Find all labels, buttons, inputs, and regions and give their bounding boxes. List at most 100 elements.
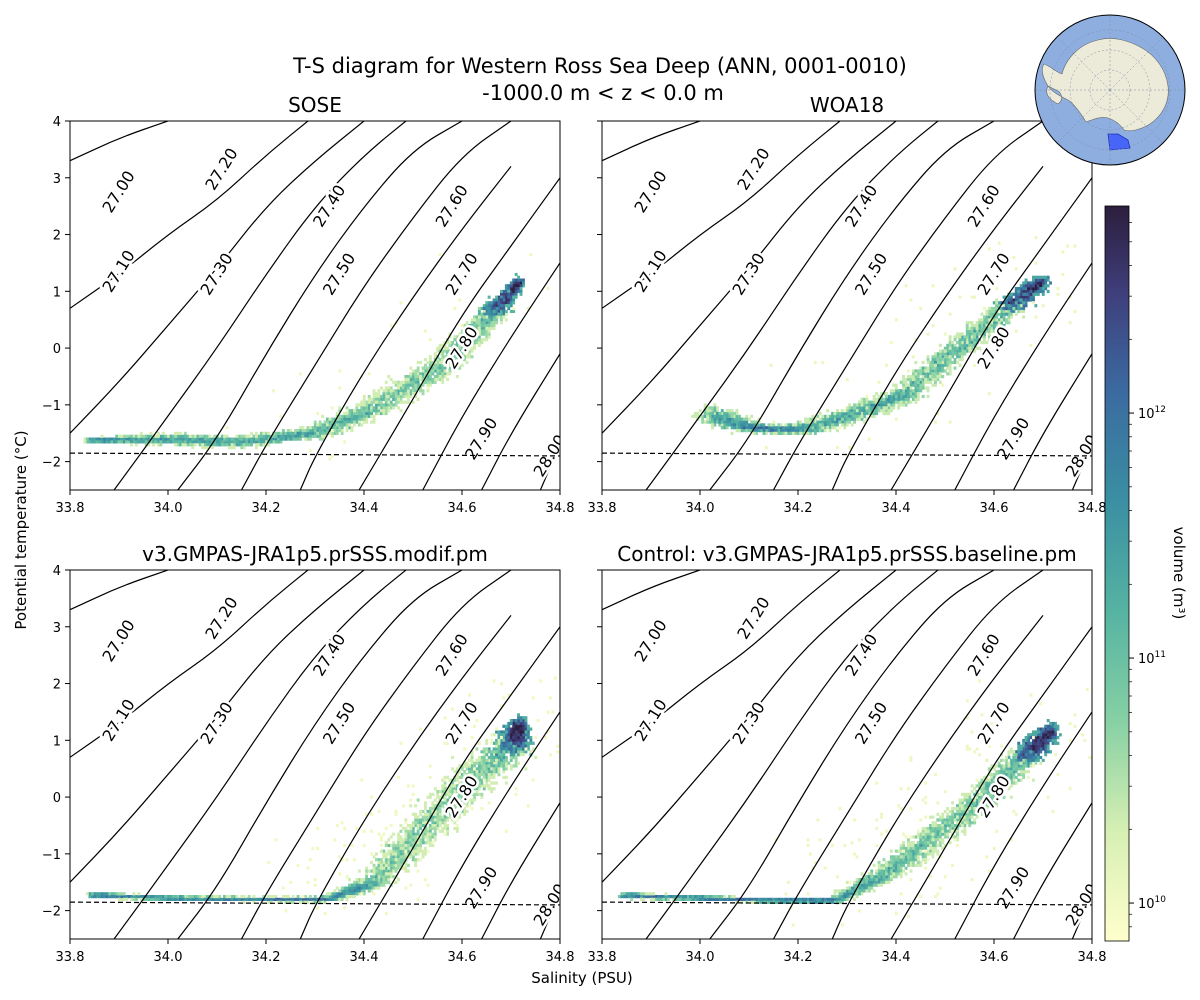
heatmap-cell [377,886,381,890]
heatmap-cell [1019,306,1023,311]
heatmap-cell [777,431,781,435]
heatmap-cell [782,426,785,430]
heatmap-cell [416,824,420,828]
heatmap-cell [509,281,513,285]
heatmap-cell [497,747,501,751]
heatmap-cell [1032,301,1035,305]
heatmap-cell [887,394,891,399]
heatmap-cell [1000,773,1003,777]
heatmap-cell [164,434,168,438]
heatmap-cell [441,377,445,382]
heatmap-cell [473,773,476,777]
heatmap-cell [965,335,969,339]
heatmap-cell [463,807,467,811]
heatmap-cell [353,892,356,896]
heatmap-cell [443,343,447,347]
heatmap-cell [681,897,685,901]
y-tick-label: −2 [42,905,61,920]
heatmap-cell [419,821,422,825]
heatmap-cell [826,414,830,418]
heatmap-cell [455,341,459,345]
heatmap-cell [421,849,425,853]
heatmap-cell [831,411,834,416]
heatmap-cell [443,375,447,379]
heatmap-cell [475,338,479,342]
heatmap-cell [230,897,234,901]
heatmap-cell [480,326,484,330]
heatmap-cell [968,343,972,347]
heatmap-cell [228,895,231,899]
heatmap-cell [504,747,508,751]
heatmap-cell [980,341,984,345]
heatmap-cell [98,440,102,444]
heatmap-cell [208,897,212,901]
heatmap-cell [965,321,969,325]
heatmap-cell [375,886,378,890]
heatmap-cell [294,897,298,901]
heatmap-cell [225,443,229,447]
heatmap-cell [382,411,386,416]
heatmap-cell [419,843,422,848]
heatmap-cell [843,892,847,896]
heatmap-cell [379,875,383,879]
heatmap-cell [931,826,935,831]
heatmap-cell [360,883,364,887]
heatmap-cell [130,895,133,899]
heatmap-cell [382,397,386,401]
heatmap-cell [1000,744,1003,748]
heatmap-cell [703,897,707,901]
heatmap-cell [164,437,168,441]
heatmap-cell [473,761,476,765]
heatmap-cell [495,295,498,299]
heatmap-cell [509,309,513,313]
heatmap-cell [980,787,984,791]
heatmap-cell [931,815,935,819]
heatmap-cell [237,440,241,444]
heatmap-cell [164,440,168,444]
heatmap-cell [473,341,476,345]
heatmap-cell [892,858,896,862]
heatmap-cell [497,738,501,743]
heatmap-cell [436,815,440,819]
heatmap-cell [372,892,376,896]
heatmap-cell [943,829,947,833]
heatmap-cell [213,434,217,438]
heatmap-cell [877,380,881,384]
heatmap-cell [1009,298,1013,302]
heatmap-cell [108,895,111,899]
heatmap-cell [1044,724,1048,728]
heatmap-cell [522,741,525,745]
heatmap-cell [406,852,410,856]
heatmap-cell [108,892,111,896]
heatmap-cell [916,394,920,399]
heatmap-cell [816,426,820,430]
heatmap-cell [458,804,462,808]
heatmap-cell [127,440,131,444]
heatmap-cell [473,346,476,350]
heatmap-cell [384,869,388,873]
heatmap-cell [112,440,116,444]
heatmap-cell [1039,275,1043,279]
heatmap-cell [654,895,658,899]
heatmap-cell [455,824,459,828]
heatmap-cell [956,815,959,819]
heatmap-cell [409,375,413,379]
heatmap-cell [941,818,945,822]
heatmap-cell [330,897,334,901]
heatmap-cell [730,895,734,899]
heatmap-cell [144,434,148,438]
heatmap-cell [774,431,778,435]
heatmap-cell [399,397,403,401]
heatmap-cell [436,375,440,379]
heatmap-cell [902,386,905,390]
heatmap-cell [1014,329,1018,333]
heatmap-cell [475,767,479,771]
heatmap-cell [713,406,717,410]
heatmap-cell [397,846,400,850]
heatmap-cell [458,346,462,350]
heatmap-cell [992,773,996,777]
density-contour-label: 27.00 [630,167,670,216]
heatmap-cell [183,440,187,444]
heatmap-cell [779,900,783,904]
heatmap-cell [764,426,768,430]
